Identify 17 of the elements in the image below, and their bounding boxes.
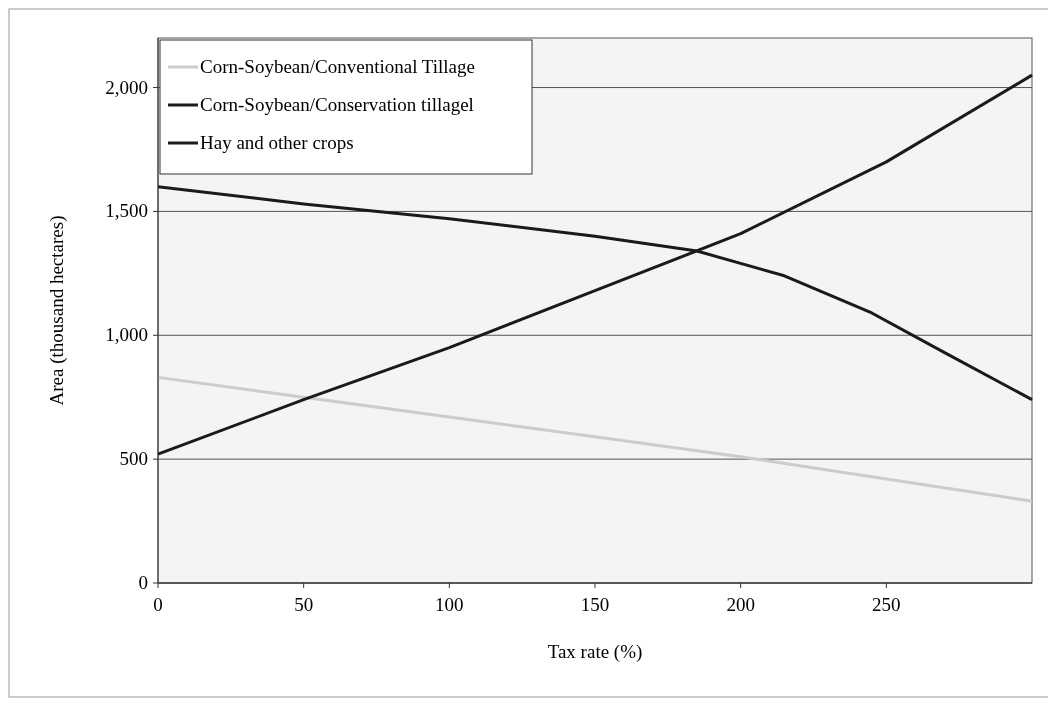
x-tick-label: 250: [872, 594, 901, 615]
x-tick-label: 0: [153, 594, 163, 615]
y-axis-title: Area (thousand hectares): [46, 215, 68, 406]
x-axis-title: Tax rate (%): [547, 641, 643, 663]
legend-label: Corn-Soybean/Conservation tillagel: [200, 94, 474, 115]
y-tick-label: 2,000: [105, 76, 148, 98]
line-series: [156, 375, 1034, 503]
y-tick-label: 1,000: [105, 324, 148, 346]
legend-label: Hay and other crops: [200, 132, 354, 153]
y-tick-label: 500: [119, 448, 148, 470]
x-tick-label: 50: [294, 594, 314, 615]
legend-label: Corn-Soybean/Conventional Tillage: [200, 56, 475, 77]
x-tick-label: 100: [435, 594, 464, 615]
x-tick-label: 150: [580, 594, 610, 615]
x-tick-label: 200: [726, 594, 755, 615]
y-tick-label: 1,500: [105, 200, 148, 222]
y-tick-label: 0: [138, 572, 148, 593]
